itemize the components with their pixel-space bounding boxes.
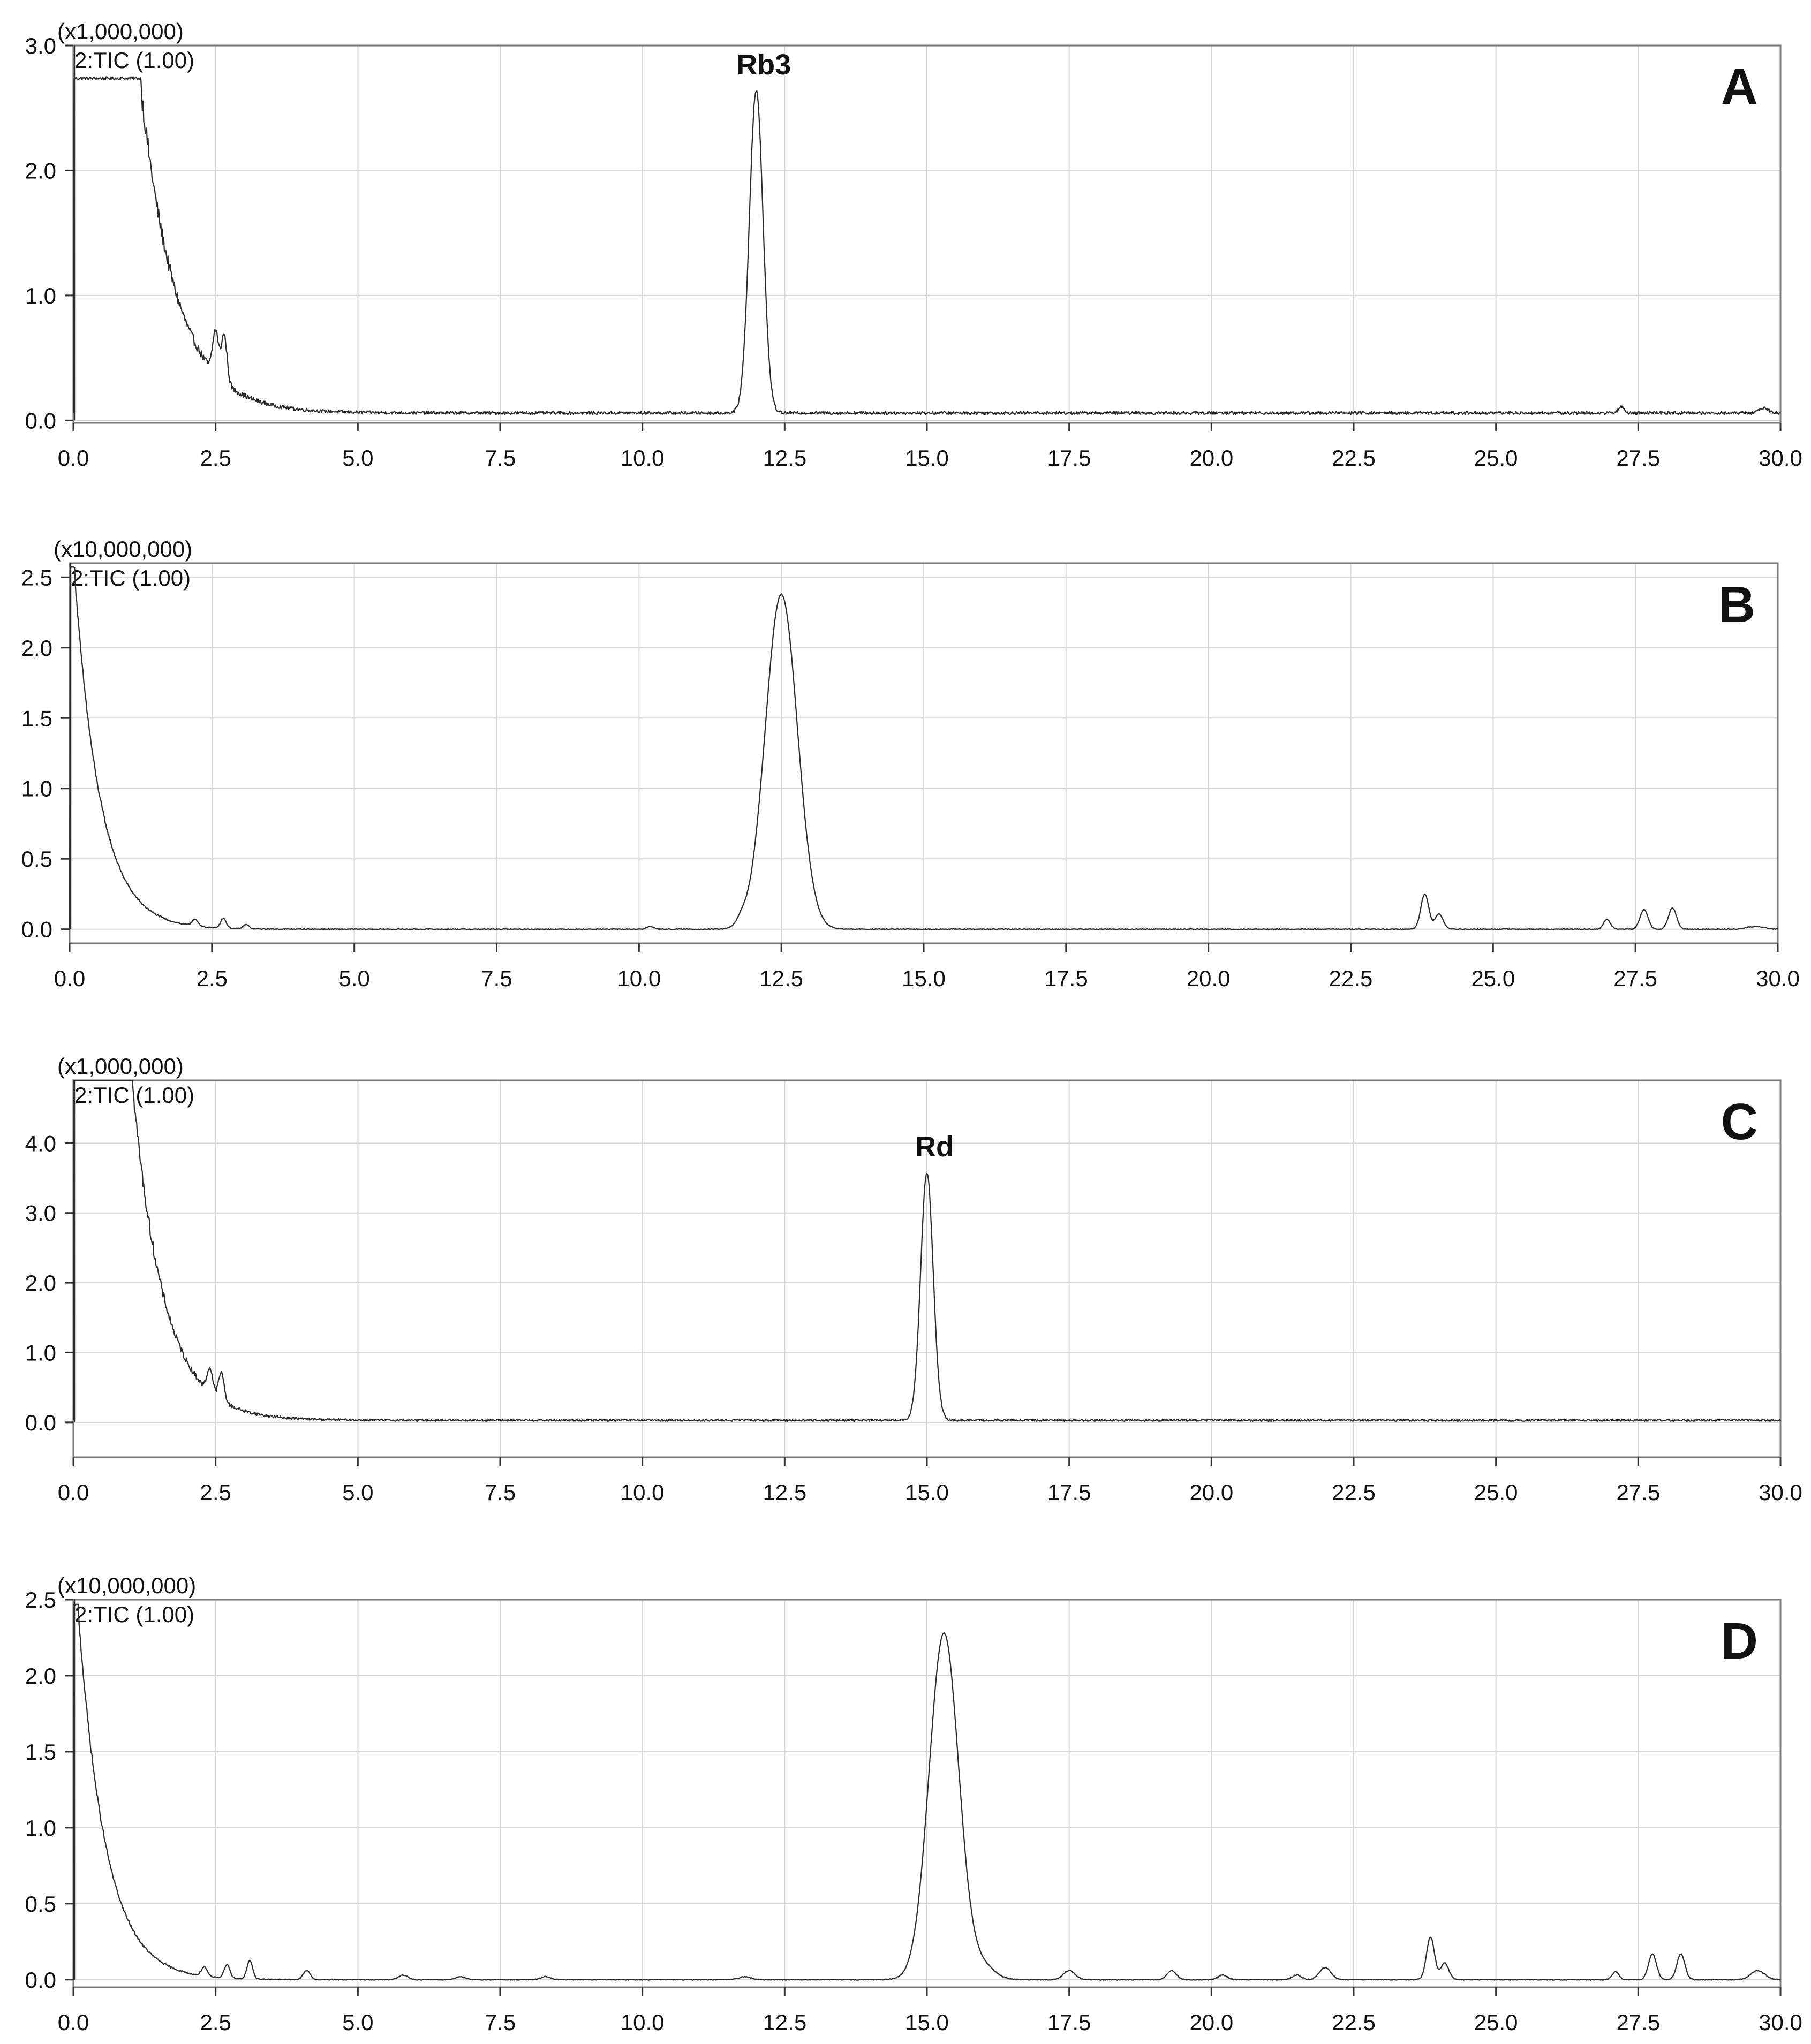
x-tick-label: 20.0 [1187, 966, 1231, 991]
x-tick-label: 2.5 [197, 966, 228, 991]
x-tick-label: 17.5 [1047, 2010, 1091, 2035]
x-tick-label: 0.0 [54, 966, 85, 991]
x-tick-label: 0.0 [58, 2010, 89, 2035]
x-tick-label: 7.5 [485, 445, 516, 471]
y-tick-label: 2.0 [25, 158, 56, 183]
x-tick-label: 17.5 [1047, 445, 1091, 471]
x-tick-label: 15.0 [905, 1480, 949, 1505]
x-tick-label: 27.5 [1613, 966, 1657, 991]
x-tick-label: 2.5 [200, 445, 231, 471]
x-tick-label: 7.5 [481, 966, 512, 991]
panel-b: 0.0 2.5 5.0 7.5 10.0 12.5 15.0 17.5 20.0 22.5 25.0… [21, 536, 1800, 991]
x-tick-label: 20.0 [1189, 1480, 1233, 1505]
x-tick-label: 27.5 [1616, 445, 1660, 471]
x-tick-label: 2.5 [200, 1480, 231, 1505]
x-tick-label: 22.5 [1329, 966, 1373, 991]
panel-letter: B [1718, 576, 1755, 633]
x-tick-label: 12.5 [759, 966, 803, 991]
x-tick-label: 30.0 [1756, 966, 1800, 991]
y-tick-label: 0.0 [25, 408, 56, 433]
y-tick-label: 1.0 [21, 776, 52, 801]
y-tick-label: 0.5 [21, 846, 52, 872]
peak-label-rb3: Rb3 [736, 49, 791, 81]
x-tick-label: 2.5 [200, 2010, 231, 2035]
y-tick-label: 0.0 [21, 917, 52, 942]
x-tick-label: 10.0 [621, 445, 665, 471]
y-tick-label: 2.5 [25, 1587, 56, 1613]
x-tick-label: 10.0 [617, 966, 661, 991]
x-tick-label: 7.5 [485, 2010, 516, 2035]
y-tick-label: 3.0 [25, 1201, 56, 1226]
x-tick-label: 5.0 [338, 966, 369, 991]
x-tick-label: 17.5 [1044, 966, 1088, 991]
y-tick-label: 1.0 [25, 283, 56, 308]
panel-d: 0.0 2.5 5.0 7.5 10.0 12.5 15.0 17.5 20.0 22.5 25.0… [25, 1573, 1802, 2035]
x-tick-label: 15.0 [902, 966, 946, 991]
y-tick-label: 0.0 [25, 1967, 56, 1993]
x-tick-label: 25.0 [1474, 445, 1518, 471]
x-tick-label: 20.0 [1189, 2010, 1233, 2035]
x-tick-label: 0.0 [58, 445, 89, 471]
y-tick-label: 0.5 [25, 1891, 56, 1917]
x-tick-label: 30.0 [1759, 445, 1802, 471]
x-tick-label: 27.5 [1616, 2010, 1660, 2035]
trace-label: 2:TIC (1.00) [74, 48, 194, 73]
tic-trace-a [72, 44, 1781, 421]
y-scale-label: (x10,000,000) [54, 536, 192, 562]
y-tick-label: 1.5 [25, 1739, 56, 1765]
y-tick-label: 1.5 [21, 706, 52, 731]
x-tick-label: 15.0 [905, 2010, 949, 2035]
x-tick-label: 25.0 [1474, 2010, 1518, 2035]
x-tick-label: 10.0 [621, 2010, 665, 2035]
y-tick-label: 2.0 [25, 1270, 56, 1296]
x-tick-label: 12.5 [763, 1480, 806, 1505]
tic-trace-d [72, 1599, 1781, 1981]
panel-letter: D [1721, 1613, 1758, 1670]
trace-label: 2:TIC (1.00) [74, 1602, 194, 1627]
panel-a: 0.0 2.5 5.0 7.5 10.0 12.5 15.0 17.5 20.0 22.5 25.0… [25, 19, 1802, 471]
x-tick-label: 17.5 [1047, 1480, 1091, 1505]
trace-label: 2:TIC (1.00) [71, 565, 191, 591]
x-tick-label: 22.5 [1332, 2010, 1376, 2035]
y-scale-label: (x1,000,000) [57, 19, 184, 44]
tic-trace-c [72, 1079, 1781, 1422]
x-tick-label: 12.5 [763, 2010, 806, 2035]
x-tick-label: 5.0 [342, 1480, 373, 1505]
x-tick-label: 22.5 [1332, 1480, 1376, 1505]
panel-c: 0.0 2.5 5.0 7.5 10.0 12.5 15.0 17.5 20.0 22.5 25.0… [25, 1054, 1802, 1505]
x-tick-label: 12.5 [763, 445, 806, 471]
y-tick-label: 2.0 [25, 1663, 56, 1689]
x-tick-label: 30.0 [1759, 2010, 1802, 2035]
y-tick-label: 3.0 [25, 33, 56, 58]
x-tick-label: 15.0 [905, 445, 949, 471]
x-tick-label: 7.5 [485, 1480, 516, 1505]
y-tick-label: 1.0 [25, 1340, 56, 1365]
peak-label-rd: Rd [915, 1131, 954, 1163]
x-tick-label: 0.0 [58, 1480, 89, 1505]
x-tick-label: 27.5 [1616, 1480, 1660, 1505]
x-tick-label: 20.0 [1189, 445, 1233, 471]
y-scale-label: (x10,000,000) [57, 1573, 196, 1598]
x-tick-label: 10.0 [621, 1480, 665, 1505]
panel-letter: A [1721, 58, 1758, 116]
x-tick-label: 22.5 [1332, 445, 1376, 471]
y-tick-label: 1.0 [25, 1815, 56, 1841]
y-scale-label: (x1,000,000) [57, 1054, 184, 1079]
x-tick-label: 5.0 [342, 2010, 373, 2035]
y-tick-label: 0.0 [25, 1410, 56, 1435]
panel-letter: C [1721, 1093, 1758, 1150]
y-tick-label: 2.5 [21, 565, 52, 590]
x-tick-label: 5.0 [342, 445, 373, 471]
y-tick-label: 2.0 [21, 635, 52, 661]
tic-trace-b [69, 562, 1778, 930]
x-tick-label: 25.0 [1471, 966, 1515, 991]
y-tick-label: 4.0 [25, 1131, 56, 1156]
x-tick-label: 25.0 [1474, 1480, 1518, 1505]
x-tick-label: 30.0 [1759, 1480, 1802, 1505]
